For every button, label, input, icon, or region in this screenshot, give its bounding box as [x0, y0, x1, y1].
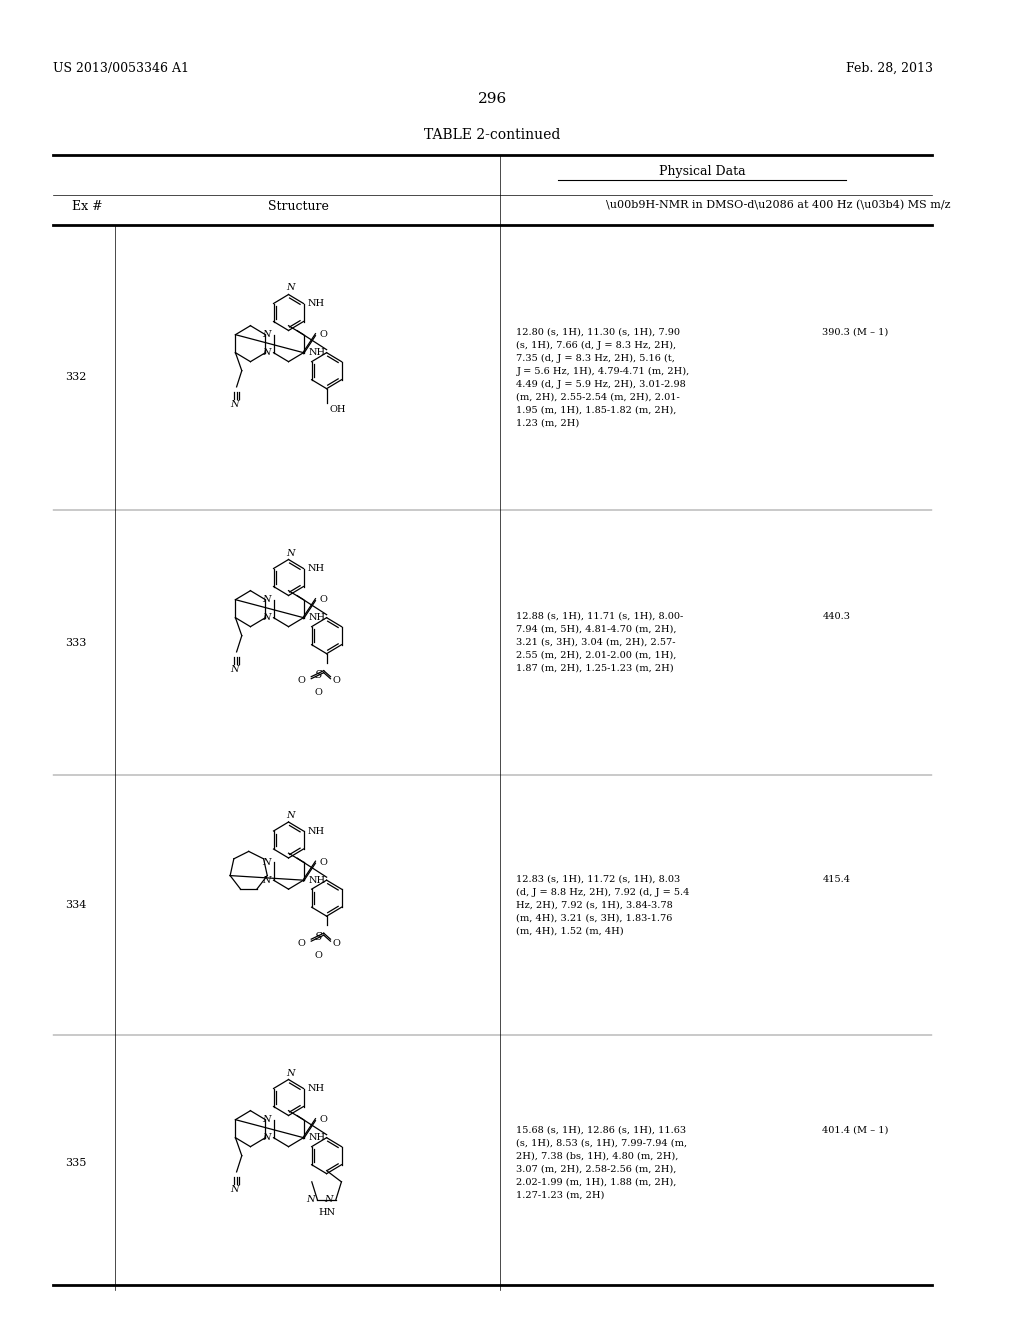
Text: O: O [333, 939, 340, 948]
Text: NH: NH [308, 875, 326, 884]
Text: Physical Data: Physical Data [658, 165, 745, 178]
Text: N: N [286, 810, 295, 820]
Text: N: N [286, 1068, 295, 1077]
Text: S: S [315, 669, 323, 680]
Text: NH: NH [307, 564, 325, 573]
Text: NH: NH [307, 300, 325, 308]
Text: NH: NH [307, 1084, 325, 1093]
Text: N: N [262, 875, 270, 884]
Text: N: N [262, 614, 270, 622]
Text: N: N [262, 1115, 270, 1125]
Text: 15.68 (s, 1H), 12.86 (s, 1H), 11.63: 15.68 (s, 1H), 12.86 (s, 1H), 11.63 [516, 1126, 687, 1134]
Text: O: O [319, 1115, 328, 1125]
Text: N: N [230, 400, 239, 409]
Text: 1.27-1.23 (m, 2H): 1.27-1.23 (m, 2H) [516, 1191, 605, 1200]
Text: N: N [262, 348, 270, 358]
Text: N: N [230, 1185, 239, 1193]
Text: N: N [262, 330, 270, 339]
Text: 12.88 (s, 1H), 11.71 (s, 1H), 8.00-: 12.88 (s, 1H), 11.71 (s, 1H), 8.00- [516, 612, 684, 620]
Text: (s, 1H), 7.66 (d, J = 8.3 Hz, 2H),: (s, 1H), 7.66 (d, J = 8.3 Hz, 2H), [516, 341, 677, 350]
Text: 2.55 (m, 2H), 2.01-2.00 (m, 1H),: 2.55 (m, 2H), 2.01-2.00 (m, 1H), [516, 651, 677, 660]
Text: O: O [333, 676, 340, 685]
Text: NH: NH [308, 614, 326, 622]
Text: 332: 332 [66, 372, 87, 383]
Text: 415.4: 415.4 [822, 874, 850, 883]
Text: S: S [315, 932, 323, 942]
Text: N: N [262, 595, 270, 605]
Text: 12.80 (s, 1H), 11.30 (s, 1H), 7.90: 12.80 (s, 1H), 11.30 (s, 1H), 7.90 [516, 327, 681, 337]
Text: 1.23 (m, 2H): 1.23 (m, 2H) [516, 418, 580, 428]
Text: (m, 4H), 3.21 (s, 3H), 1.83-1.76: (m, 4H), 3.21 (s, 3H), 1.83-1.76 [516, 913, 673, 923]
Text: (d, J = 8.8 Hz, 2H), 7.92 (d, J = 5.4: (d, J = 8.8 Hz, 2H), 7.92 (d, J = 5.4 [516, 887, 690, 896]
Text: N: N [262, 858, 270, 867]
Text: O: O [298, 676, 305, 685]
Text: 401.4 (M – 1): 401.4 (M – 1) [822, 1126, 889, 1134]
Text: NH: NH [308, 348, 326, 358]
Text: 2H), 7.38 (bs, 1H), 4.80 (m, 2H),: 2H), 7.38 (bs, 1H), 4.80 (m, 2H), [516, 1151, 679, 1160]
Text: 335: 335 [66, 1158, 87, 1167]
Text: N: N [262, 1133, 270, 1142]
Text: Structure: Structure [267, 201, 329, 213]
Text: 7.35 (d, J = 8.3 Hz, 2H), 5.16 (t,: 7.35 (d, J = 8.3 Hz, 2H), 5.16 (t, [516, 354, 676, 363]
Text: N: N [325, 1196, 333, 1204]
Text: (m, 4H), 1.52 (m, 4H): (m, 4H), 1.52 (m, 4H) [516, 927, 624, 936]
Text: 296: 296 [478, 92, 507, 106]
Text: N: N [306, 1196, 314, 1204]
Text: HN: HN [318, 1208, 335, 1217]
Text: 390.3 (M – 1): 390.3 (M – 1) [822, 327, 889, 337]
Text: 1.95 (m, 1H), 1.85-1.82 (m, 2H),: 1.95 (m, 1H), 1.85-1.82 (m, 2H), [516, 405, 677, 414]
Text: J = 5.6 Hz, 1H), 4.79-4.71 (m, 2H),: J = 5.6 Hz, 1H), 4.79-4.71 (m, 2H), [516, 367, 690, 376]
Text: Hz, 2H), 7.92 (s, 1H), 3.84-3.78: Hz, 2H), 7.92 (s, 1H), 3.84-3.78 [516, 900, 673, 909]
Text: 334: 334 [66, 900, 87, 909]
Text: 12.83 (s, 1H), 11.72 (s, 1H), 8.03: 12.83 (s, 1H), 11.72 (s, 1H), 8.03 [516, 874, 681, 883]
Text: N: N [286, 549, 295, 557]
Text: NH: NH [307, 826, 325, 836]
Text: Ex #: Ex # [72, 201, 102, 213]
Text: O: O [319, 858, 328, 867]
Text: N: N [230, 665, 239, 675]
Text: 7.94 (m, 5H), 4.81-4.70 (m, 2H),: 7.94 (m, 5H), 4.81-4.70 (m, 2H), [516, 624, 677, 634]
Text: 2.02-1.99 (m, 1H), 1.88 (m, 2H),: 2.02-1.99 (m, 1H), 1.88 (m, 2H), [516, 1177, 677, 1187]
Text: OH: OH [330, 405, 346, 414]
Text: 440.3: 440.3 [822, 612, 850, 620]
Text: NH: NH [308, 1133, 326, 1142]
Text: O: O [319, 330, 328, 339]
Text: Feb. 28, 2013: Feb. 28, 2013 [846, 62, 933, 75]
Text: O: O [298, 939, 305, 948]
Text: US 2013/0053346 A1: US 2013/0053346 A1 [53, 62, 188, 75]
Text: (m, 2H), 2.55-2.54 (m, 2H), 2.01-: (m, 2H), 2.55-2.54 (m, 2H), 2.01- [516, 392, 680, 401]
Text: O: O [319, 595, 328, 605]
Text: 4.49 (d, J = 5.9 Hz, 2H), 3.01-2.98: 4.49 (d, J = 5.9 Hz, 2H), 3.01-2.98 [516, 379, 686, 388]
Text: O: O [315, 688, 323, 697]
Text: (s, 1H), 8.53 (s, 1H), 7.99-7.94 (m,: (s, 1H), 8.53 (s, 1H), 7.99-7.94 (m, [516, 1138, 687, 1147]
Text: N: N [286, 284, 295, 293]
Text: 1.87 (m, 2H), 1.25-1.23 (m, 2H): 1.87 (m, 2H), 1.25-1.23 (m, 2H) [516, 664, 674, 673]
Text: O: O [315, 950, 323, 960]
Text: \u00b9H-NMR in DMSO-d\u2086 at 400 Hz (\u03b4) MS m/z: \u00b9H-NMR in DMSO-d\u2086 at 400 Hz (\… [606, 201, 950, 210]
Text: TABLE 2-continued: TABLE 2-continued [424, 128, 560, 143]
Text: 3.21 (s, 3H), 3.04 (m, 2H), 2.57-: 3.21 (s, 3H), 3.04 (m, 2H), 2.57- [516, 638, 676, 647]
Text: 333: 333 [66, 638, 87, 648]
Text: 3.07 (m, 2H), 2.58-2.56 (m, 2H),: 3.07 (m, 2H), 2.58-2.56 (m, 2H), [516, 1164, 677, 1173]
